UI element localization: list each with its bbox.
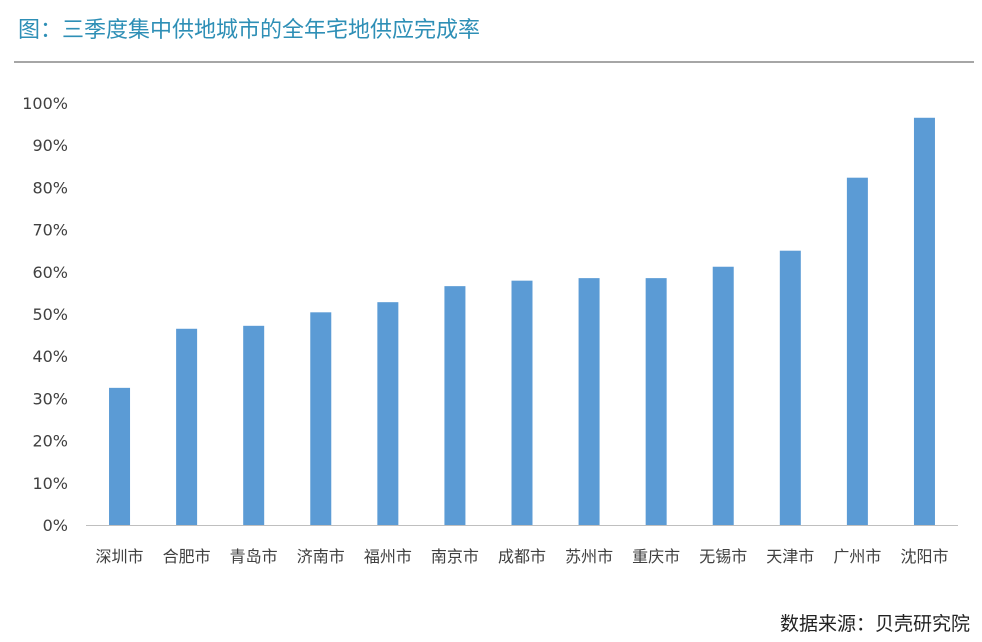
bar — [109, 387, 131, 525]
x-category-label: 福州市 — [364, 547, 412, 566]
x-category-label: 天津市 — [766, 547, 814, 566]
y-tick-label: 30% — [32, 389, 68, 408]
y-tick-label: 100% — [22, 94, 68, 113]
x-category-label: 合肥市 — [163, 547, 211, 566]
bar — [243, 325, 265, 525]
bars — [109, 117, 935, 526]
x-category-label: 无锡市 — [699, 547, 747, 566]
y-axis-ticks: 0% 10% 20% 30% 40% 50% 60% 70% 80% 90% 100% — [22, 94, 68, 535]
y-tick-label: 60% — [32, 263, 68, 282]
bar — [645, 278, 667, 525]
x-category-label: 广州市 — [833, 547, 881, 566]
bar — [444, 286, 466, 525]
x-category-label: 青岛市 — [230, 547, 278, 566]
x-category-label: 苏州市 — [565, 547, 613, 566]
y-tick-label: 90% — [32, 136, 68, 155]
x-category-label: 重庆市 — [632, 547, 680, 566]
y-tick-label: 70% — [32, 221, 68, 240]
y-tick-label: 20% — [32, 432, 68, 451]
bar — [511, 280, 533, 525]
y-tick-label: 50% — [32, 305, 68, 324]
bar — [779, 250, 801, 525]
x-category-label: 深圳市 — [96, 547, 144, 566]
bar — [578, 278, 600, 525]
bar-chart: 0% 10% 20% 30% 40% 50% 60% 70% 80% 90% 100% 深圳市 合肥市… — [22, 94, 958, 566]
y-tick-label: 10% — [32, 474, 68, 493]
x-category-label: 沈阳市 — [900, 547, 948, 566]
data-source: 数据来源：贝壳研究院 — [779, 613, 970, 635]
y-tick-label: 40% — [32, 347, 68, 366]
x-category-label: 南京市 — [431, 547, 479, 566]
chart-title: 图：三季度集中供地城市的全年宅地供应完成率 — [18, 18, 481, 43]
x-category-label: 成都市 — [498, 547, 546, 566]
title-divider — [14, 61, 974, 63]
y-tick-label: 80% — [32, 178, 68, 197]
x-axis-labels: 深圳市 合肥市 青岛市 济南市 福州市 南京市 成都市 苏州市 重庆市 无锡市 天津市 广州市 沈阳市 — [96, 547, 949, 566]
bar — [913, 117, 935, 526]
bar — [377, 302, 399, 525]
bar — [846, 177, 868, 525]
bar — [310, 312, 332, 525]
bar — [712, 266, 734, 525]
x-category-label: 济南市 — [297, 547, 345, 566]
y-tick-label: 0% — [43, 516, 68, 535]
bar — [176, 328, 198, 525]
